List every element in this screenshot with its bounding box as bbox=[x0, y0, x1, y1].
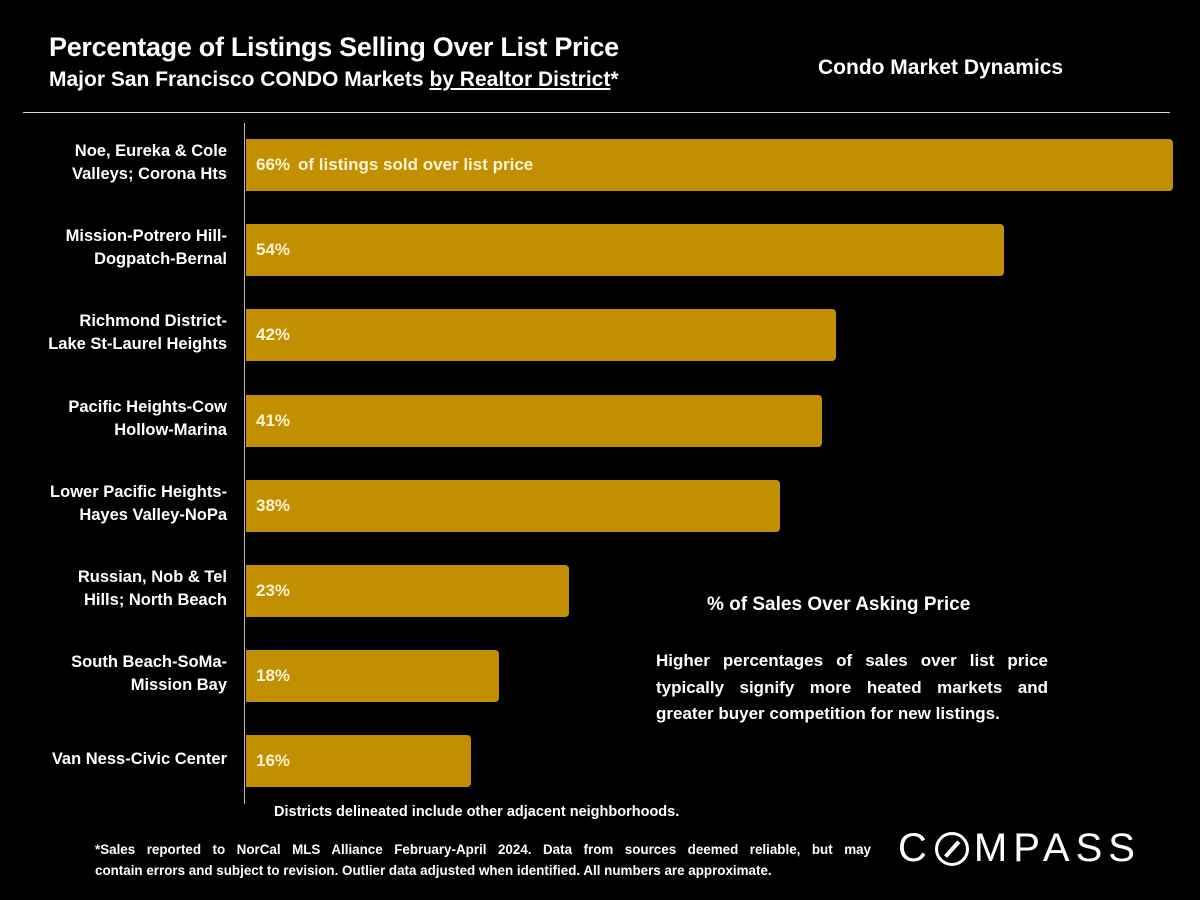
compass-logo: C MPASS bbox=[898, 826, 1141, 871]
bar bbox=[246, 650, 499, 703]
header-divider bbox=[23, 112, 1170, 113]
bar-data-label: 16% bbox=[256, 735, 290, 787]
bar bbox=[246, 224, 1005, 277]
category-label-line: South Beach-SoMa- bbox=[71, 653, 227, 672]
bar-data-label: 18% bbox=[256, 650, 290, 702]
category-label: Lower Pacific Heights- Hayes Valley-NoPa bbox=[7, 481, 227, 527]
footnote-line: contain errors and subject to revision. … bbox=[95, 863, 772, 878]
bar-data-label: 66% of listings sold over list price bbox=[256, 139, 533, 191]
footnote-line: *Sales reported to NorCal MLS Alliance F… bbox=[95, 842, 871, 857]
bar-value-caption: of listings sold over list price bbox=[298, 155, 534, 174]
annotation-line: typically signify more heated markets an… bbox=[656, 677, 1048, 697]
category-label-line: Richmond District- bbox=[79, 312, 227, 331]
category-label-line: Pacific Heights-Cow bbox=[68, 397, 227, 416]
bar-data-label: 38% bbox=[256, 480, 290, 532]
logo-text-prefix: C bbox=[898, 826, 933, 870]
category-label: Mission-Potrero Hill- Dogpatch-Bernal bbox=[7, 225, 227, 271]
bar-value: 16% bbox=[256, 751, 291, 771]
annotation-line: Higher percentages of sales over list pr… bbox=[656, 651, 1048, 670]
annotation-line: greater buyer competition for new listin… bbox=[656, 704, 1000, 723]
bar bbox=[246, 309, 836, 362]
category-label: Russian, Nob & Tel Hills; North Beach bbox=[7, 566, 227, 612]
category-label-line: Mission-Potrero Hill- bbox=[65, 227, 227, 246]
category-label-line: Lower Pacific Heights- bbox=[50, 482, 227, 501]
category-label-line: Dogpatch-Bernal bbox=[94, 250, 227, 269]
annotation-body: Higher percentages of sales over list pr… bbox=[656, 648, 1048, 728]
chart-subtitle: Major San Francisco CONDO Markets by Rea… bbox=[49, 68, 619, 92]
category-label: Noe, Eureka & Cole Valleys; Corona Hts bbox=[7, 140, 227, 186]
bar-value: 18% bbox=[256, 666, 291, 686]
y-axis-line bbox=[244, 123, 245, 804]
category-label-line: Hills; North Beach bbox=[83, 591, 227, 609]
category-label-line: Hayes Valley-NoPa bbox=[79, 505, 227, 524]
logo-text-suffix: MPASS bbox=[973, 826, 1141, 870]
annotation-title: % of Sales Over Asking Price bbox=[707, 594, 971, 615]
category-label-line: Lake St-Laurel Heights bbox=[48, 335, 227, 354]
category-label: Richmond District- Lake St-Laurel Heights bbox=[7, 310, 227, 356]
bar-value: 23% bbox=[256, 581, 291, 600]
bar-value: 42% bbox=[256, 325, 291, 345]
subtitle-district-link: by Realtor District bbox=[429, 68, 611, 91]
section-title: Condo Market Dynamics bbox=[818, 56, 1064, 79]
bar-data-label: 41% bbox=[256, 395, 290, 447]
bar-data-label: 42% bbox=[256, 309, 290, 361]
category-label: South Beach-SoMa- Mission Bay bbox=[7, 651, 227, 697]
category-label-line: Hollow-Marina bbox=[114, 420, 227, 439]
bar bbox=[246, 479, 780, 532]
footnote: *Sales reported to NorCal MLS Alliance F… bbox=[95, 839, 871, 881]
bar-value: 54% bbox=[256, 240, 291, 260]
districts-note: Districts delineated include other adjac… bbox=[274, 804, 680, 820]
bar-data-label: 54% bbox=[256, 224, 290, 276]
subtitle-asterisk: * bbox=[610, 68, 619, 91]
compass-o-icon bbox=[934, 831, 969, 866]
category-label: Van Ness-Civic Center bbox=[7, 748, 227, 771]
bar-value: 41% bbox=[256, 410, 291, 430]
bar bbox=[246, 139, 1173, 191]
bar-value: 66% bbox=[256, 155, 291, 174]
subtitle-prefix: Major San Francisco CONDO Markets bbox=[49, 68, 430, 91]
bar bbox=[246, 735, 471, 788]
bar-data-label: 23% bbox=[256, 565, 290, 617]
category-label-line: Russian, Nob & Tel bbox=[77, 568, 227, 586]
category-label-line: Noe, Eureka & Cole bbox=[74, 142, 227, 160]
bar bbox=[246, 394, 822, 447]
chart-title: Percentage of Listings Selling Over List… bbox=[49, 32, 619, 62]
bar bbox=[246, 565, 570, 617]
bar-value: 38% bbox=[256, 495, 291, 515]
category-label-line: Mission Bay bbox=[130, 676, 227, 695]
category-label-line: Van Ness-Civic Center bbox=[51, 749, 227, 768]
category-label: Pacific Heights-Cow Hollow-Marina bbox=[7, 396, 227, 442]
category-label-line: Valleys; Corona Hts bbox=[72, 165, 227, 183]
